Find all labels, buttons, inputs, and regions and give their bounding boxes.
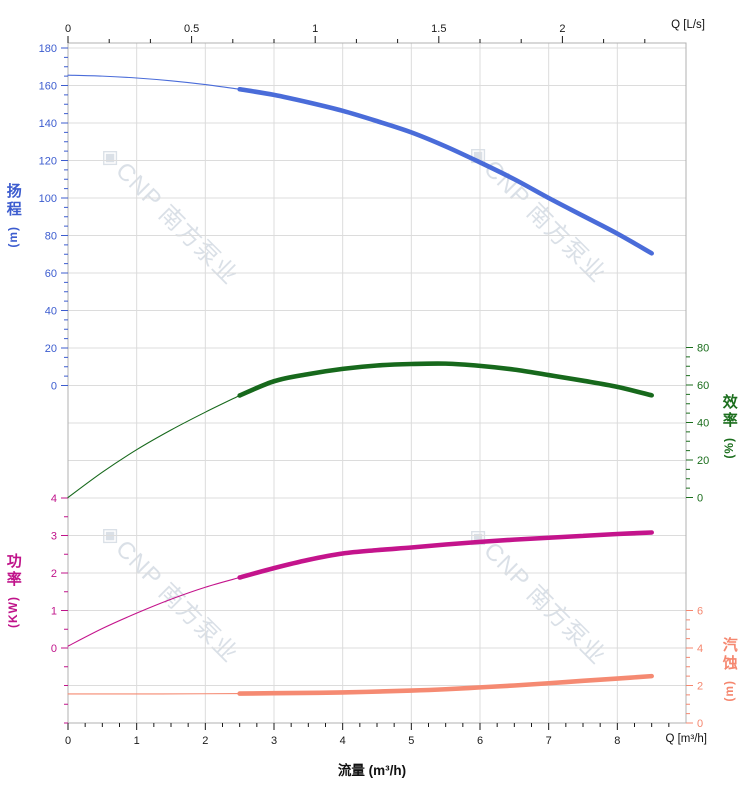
power-axis-title-text: 功率 [4, 553, 22, 589]
svg-text:140: 140 [39, 118, 57, 130]
efficiency-axis-unit: (%) [721, 437, 736, 459]
svg-text:20: 20 [45, 343, 57, 355]
svg-text:1: 1 [134, 735, 140, 747]
head-axis-unit: (m) [5, 226, 20, 248]
svg-text:2: 2 [51, 568, 57, 580]
svg-text:60: 60 [697, 380, 709, 392]
svg-text:2: 2 [697, 681, 703, 693]
svg-text:4: 4 [340, 735, 346, 747]
svg-text:1: 1 [51, 606, 57, 618]
npsh-axis-title: 汽蚀 (m) [720, 637, 738, 702]
svg-text:0: 0 [65, 735, 71, 747]
svg-text:0: 0 [65, 23, 71, 35]
svg-text:6: 6 [477, 735, 483, 747]
power-axis-unit: (KW) [5, 596, 20, 628]
head-axis-title: 扬程 (m) [4, 183, 22, 248]
svg-text:5: 5 [408, 735, 414, 747]
svg-text:80: 80 [697, 343, 709, 355]
svg-text:2: 2 [559, 23, 565, 35]
svg-text:0: 0 [697, 718, 703, 730]
svg-text:8: 8 [614, 735, 620, 747]
svg-text:160: 160 [39, 81, 57, 93]
svg-text:4: 4 [697, 643, 703, 655]
head-curve-prerated [67, 74, 241, 90]
svg-text:6: 6 [697, 606, 703, 618]
svg-text:100: 100 [39, 193, 57, 205]
svg-text:1.5: 1.5 [431, 23, 446, 35]
svg-text:40: 40 [45, 306, 57, 318]
efficiency-curve [237, 361, 654, 398]
svg-text:3: 3 [51, 531, 57, 543]
svg-text:180: 180 [39, 43, 57, 55]
efficiency-curve-prerated [67, 394, 241, 499]
svg-text:1: 1 [312, 23, 318, 35]
head-curve [237, 86, 654, 256]
svg-text:0: 0 [697, 493, 703, 505]
npsh-axis-unit: (m) [721, 680, 736, 702]
power-axis-title: 功率 (KW) [4, 553, 22, 628]
bottom-axis-unit-label: Q [m³/h] [665, 733, 707, 745]
svg-text:2: 2 [202, 735, 208, 747]
svg-text:3: 3 [271, 735, 277, 747]
power-curve [237, 530, 654, 580]
svg-text:0.5: 0.5 [184, 23, 199, 35]
svg-text:0: 0 [51, 643, 57, 655]
svg-text:120: 120 [39, 156, 57, 168]
npsh-curve [237, 673, 654, 696]
svg-text:40: 40 [697, 418, 709, 430]
svg-text:0: 0 [51, 381, 57, 393]
top-axis-unit-label: Q [L/s] [671, 19, 705, 31]
flow-axis-title: 流量 (m³/h) [337, 763, 407, 778]
svg-text:20: 20 [697, 455, 709, 467]
power-curve-prerated [67, 576, 241, 647]
svg-text:4: 4 [51, 493, 57, 505]
svg-text:80: 80 [45, 231, 57, 243]
efficiency-axis-title: 效率 (%) [720, 394, 738, 459]
head-axis-title-text: 扬程 [4, 183, 22, 219]
npsh-axis-title-text: 汽蚀 [720, 637, 738, 673]
svg-text:60: 60 [45, 268, 57, 280]
efficiency-axis-title-text: 效率 [720, 394, 738, 430]
svg-text:7: 7 [546, 735, 552, 747]
